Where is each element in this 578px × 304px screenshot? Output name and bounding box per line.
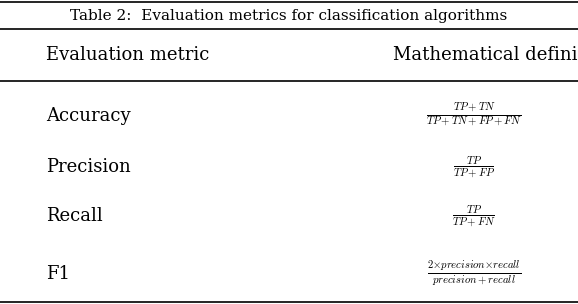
Text: $\frac{2{\times}precision{\times}recall}{precision+recall}$: $\frac{2{\times}precision{\times}recall}… xyxy=(427,259,521,288)
Text: $\frac{TP+TN}{TP+TN+FP+FN}$: $\frac{TP+TN}{TP+TN+FP+FN}$ xyxy=(426,102,522,129)
Text: F1: F1 xyxy=(46,264,71,283)
Text: Accuracy: Accuracy xyxy=(46,106,131,125)
Text: $\frac{TP}{TP+FN}$: $\frac{TP}{TP+FN}$ xyxy=(452,203,496,229)
Text: Precision: Precision xyxy=(46,158,131,176)
Text: Table 2:  Evaluation metrics for classification algorithms: Table 2: Evaluation metrics for classifi… xyxy=(71,9,507,23)
Text: Evaluation metric: Evaluation metric xyxy=(46,46,210,64)
Text: Mathematical definition: Mathematical definition xyxy=(393,46,578,64)
Text: $\frac{TP}{TP+FP}$: $\frac{TP}{TP+FP}$ xyxy=(453,154,495,180)
Text: Recall: Recall xyxy=(46,207,103,225)
